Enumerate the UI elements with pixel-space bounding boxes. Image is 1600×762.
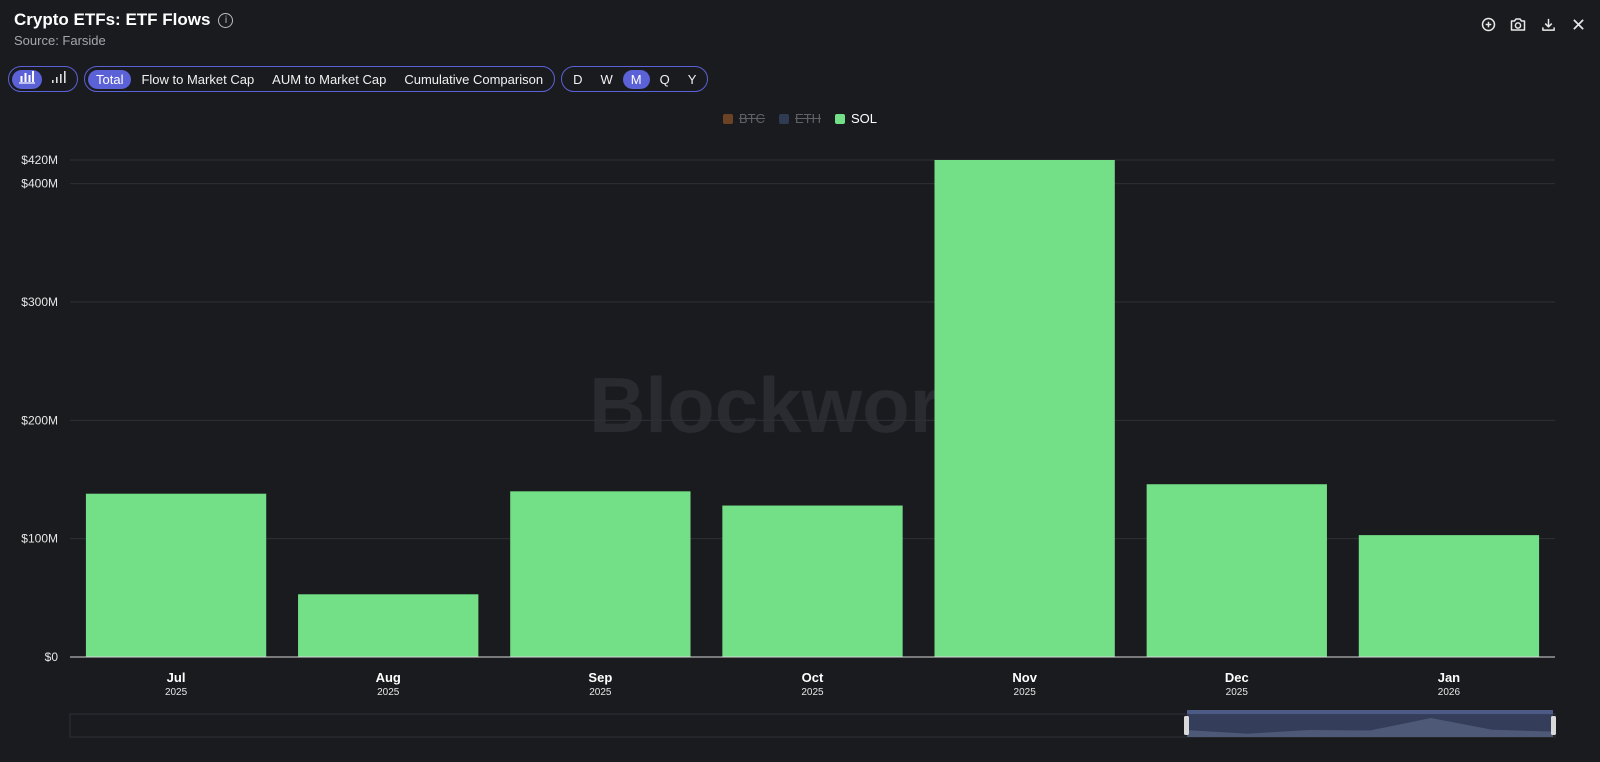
interval-y-button[interactable]: Y	[687, 71, 697, 87]
bar-oct	[722, 505, 903, 657]
legend-item-btc[interactable]: BTC	[722, 111, 765, 126]
view-aum-to-market-cap-button[interactable]: AUM to Market Cap	[272, 71, 387, 87]
zoom-in-icon[interactable]	[1480, 16, 1496, 32]
x-tick-month: Aug	[376, 670, 401, 685]
chart-header: Crypto ETFs: ETF Flows i Source: Farside	[14, 10, 234, 48]
interval-toggle: D W M Q Y	[561, 66, 709, 92]
camera-icon[interactable]	[1510, 16, 1526, 32]
chart-title: Crypto ETFs: ETF Flows	[14, 10, 211, 29]
bar-chart-toggle[interactable]	[12, 69, 42, 89]
chart-source: Source: Farside	[14, 33, 106, 48]
x-tick-year: 2026	[1438, 687, 1461, 698]
x-tick-month: Dec	[1225, 670, 1249, 685]
view-total-button[interactable]: Total	[88, 69, 132, 89]
legend-label-eth: ETH	[794, 111, 821, 126]
range-selection-bar	[1187, 710, 1553, 714]
y-tick-label: $200M	[21, 413, 58, 427]
x-tick-month: Nov	[1012, 670, 1037, 685]
y-tick-label: $420M	[21, 153, 58, 167]
view-cumulative-comparison-button[interactable]: Cumulative Comparison	[404, 71, 544, 87]
view-toggle: Total Flow to Market Cap AUM to Market C…	[84, 66, 556, 92]
x-tick-month: Oct	[802, 670, 824, 685]
signal-bars-icon	[50, 70, 68, 89]
bar-jul	[85, 493, 267, 657]
legend-item-eth[interactable]: ETH	[778, 111, 821, 126]
x-tick-month: Jan	[1438, 670, 1460, 685]
interval-q-button[interactable]: Q	[659, 71, 670, 87]
x-tick-year: 2025	[1014, 687, 1037, 698]
x-tick-month: Jul	[167, 670, 186, 685]
x-tick-year: 2025	[165, 687, 188, 698]
y-tick-label: $300M	[21, 295, 58, 309]
bar-sep	[510, 491, 691, 657]
bar-nov	[934, 160, 1115, 657]
chart-toolbar: Total Flow to Market Cap AUM to Market C…	[8, 66, 709, 92]
x-tick-year: 2025	[801, 687, 824, 698]
signal-chart-toggle[interactable]	[44, 70, 74, 89]
range-handle-left[interactable]	[1184, 716, 1189, 735]
legend-label-sol: SOL	[850, 111, 877, 126]
bar-dec	[1146, 484, 1327, 657]
legend-label-btc: BTC	[738, 111, 765, 126]
bar-jan	[1358, 535, 1540, 657]
download-icon[interactable]	[1540, 16, 1556, 32]
interval-w-button[interactable]: W	[600, 71, 613, 87]
info-icon[interactable]: i	[218, 12, 234, 28]
interval-d-button[interactable]: D	[573, 71, 583, 87]
view-flow-to-market-cap-button[interactable]: Flow to Market Cap	[141, 71, 255, 87]
chart-legend: BTC ETH SOL	[0, 111, 1600, 126]
chart-type-toggle	[8, 66, 78, 92]
y-tick-label: $100M	[21, 532, 58, 546]
range-handle-right[interactable]	[1551, 716, 1556, 735]
y-tick-label: $400M	[21, 177, 58, 191]
interval-m-button[interactable]: M	[622, 69, 650, 89]
bar-aug	[298, 594, 479, 657]
legend-swatch-sol	[834, 113, 845, 124]
x-tick-year: 2025	[589, 687, 612, 698]
bar-chart-icon	[18, 70, 36, 89]
legend-swatch-eth	[778, 113, 789, 124]
y-tick-label: $0	[45, 650, 59, 664]
range-sparkline	[1187, 718, 1553, 737]
chart-actions	[1480, 16, 1586, 32]
close-icon[interactable]	[1570, 16, 1586, 32]
x-tick-year: 2025	[1226, 687, 1249, 698]
legend-swatch-btc	[722, 113, 733, 124]
legend-item-sol[interactable]: SOL	[834, 111, 877, 126]
x-tick-month: Sep	[588, 670, 612, 685]
x-tick-year: 2025	[377, 687, 400, 698]
